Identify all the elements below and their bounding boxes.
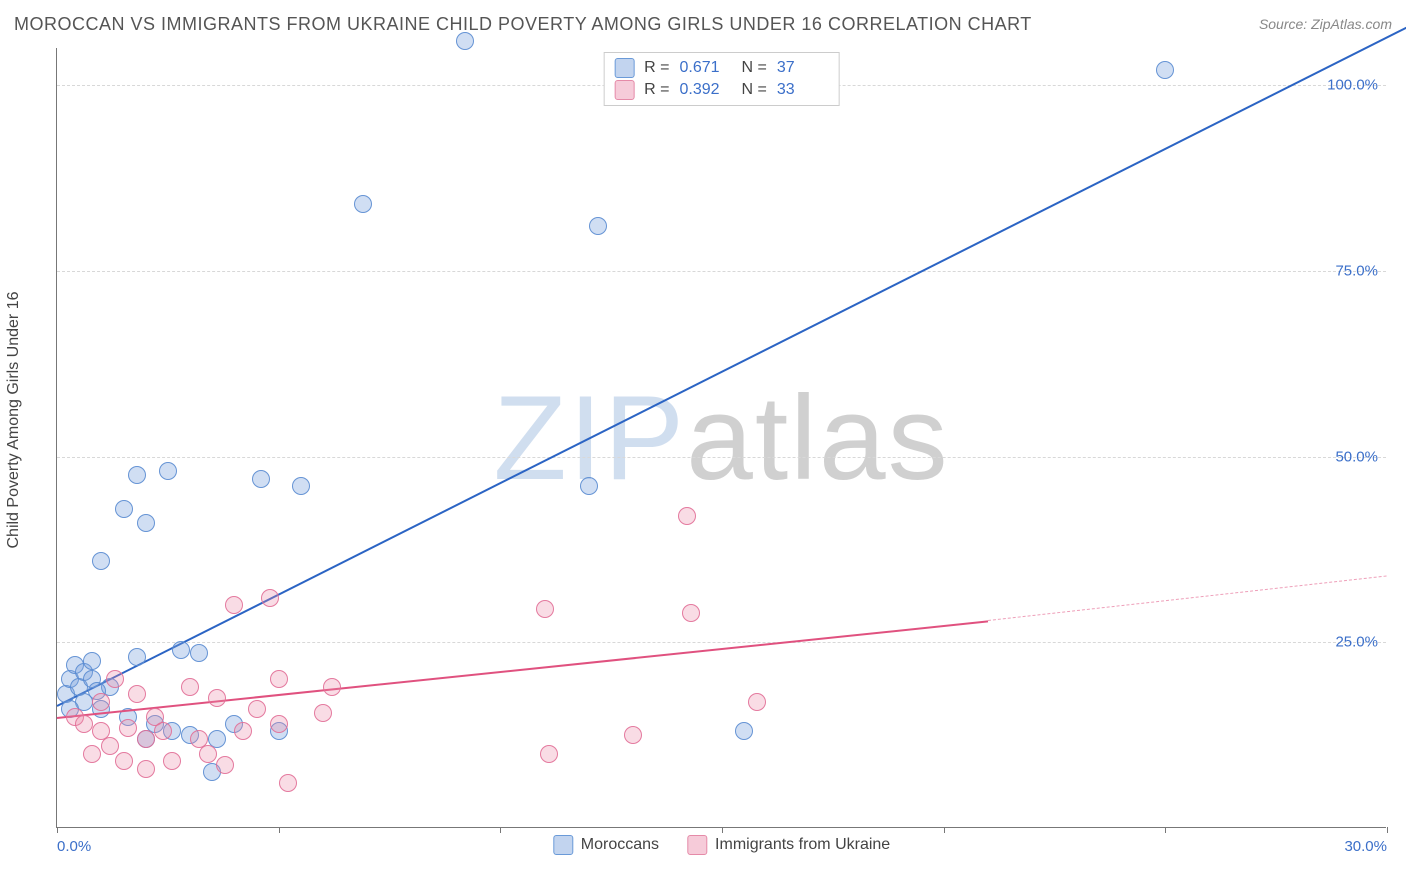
- data-point: [252, 470, 270, 488]
- x-tick-mark: [1165, 827, 1166, 833]
- legend-swatch: [687, 835, 707, 855]
- data-point: [536, 600, 554, 618]
- legend-swatch: [614, 80, 634, 100]
- y-tick-label: 25.0%: [1335, 634, 1378, 651]
- data-point: [92, 552, 110, 570]
- data-point: [678, 507, 696, 525]
- x-tick-mark: [500, 827, 501, 833]
- legend-swatch: [553, 835, 573, 855]
- legend-n-value: 37: [777, 59, 829, 77]
- gridline: [57, 271, 1386, 272]
- data-point: [115, 752, 133, 770]
- source-prefix: Source:: [1259, 16, 1311, 32]
- source-attribution: Source: ZipAtlas.com: [1259, 16, 1392, 32]
- data-point: [456, 32, 474, 50]
- data-point: [589, 217, 607, 235]
- x-tick-mark: [1387, 827, 1388, 833]
- x-tick-label: 0.0%: [57, 838, 91, 855]
- legend-series-label: Moroccans: [581, 836, 659, 854]
- watermark: ZIPatlas: [493, 369, 949, 507]
- data-point: [292, 477, 310, 495]
- legend-stats: R = 0.671 N = 37 R = 0.392 N = 33: [603, 52, 840, 106]
- legend-series-item: Immigrants from Ukraine: [687, 835, 890, 855]
- trend-line: [988, 575, 1387, 621]
- data-point: [119, 719, 137, 737]
- data-point: [234, 722, 252, 740]
- data-point: [75, 715, 93, 733]
- y-axis-title: Child Poverty Among Girls Under 16: [5, 292, 23, 549]
- data-point: [261, 589, 279, 607]
- x-tick-mark: [722, 827, 723, 833]
- data-point: [83, 745, 101, 763]
- data-point: [216, 756, 234, 774]
- legend-r-label: R =: [644, 59, 669, 77]
- legend-series-label: Immigrants from Ukraine: [715, 836, 890, 854]
- legend-n-label: N =: [742, 81, 767, 99]
- data-point: [128, 648, 146, 666]
- y-tick-label: 100.0%: [1327, 77, 1378, 94]
- data-point: [248, 700, 266, 718]
- data-point: [682, 604, 700, 622]
- data-point: [270, 715, 288, 733]
- data-point: [83, 652, 101, 670]
- data-point: [354, 195, 372, 213]
- legend-n-label: N =: [742, 59, 767, 77]
- data-point: [540, 745, 558, 763]
- data-point: [208, 689, 226, 707]
- data-point: [128, 466, 146, 484]
- source-name: ZipAtlas.com: [1311, 16, 1392, 32]
- data-point: [163, 752, 181, 770]
- y-tick-label: 75.0%: [1335, 262, 1378, 279]
- data-point: [128, 685, 146, 703]
- data-point: [323, 678, 341, 696]
- data-point: [181, 678, 199, 696]
- x-tick-mark: [57, 827, 58, 833]
- data-point: [735, 722, 753, 740]
- x-tick-mark: [279, 827, 280, 833]
- legend-stat-row: R = 0.392 N = 33: [614, 79, 829, 101]
- gridline: [57, 642, 1386, 643]
- data-point: [172, 641, 190, 659]
- chart-title: MOROCCAN VS IMMIGRANTS FROM UKRAINE CHIL…: [14, 14, 1032, 35]
- data-point: [748, 693, 766, 711]
- y-tick-label: 50.0%: [1335, 448, 1378, 465]
- legend-r-value: 0.671: [680, 59, 732, 77]
- data-point: [624, 726, 642, 744]
- x-tick-mark: [944, 827, 945, 833]
- gridline: [57, 457, 1386, 458]
- data-point: [137, 730, 155, 748]
- data-point: [225, 596, 243, 614]
- data-point: [92, 693, 110, 711]
- data-point: [279, 774, 297, 792]
- legend-series-item: Moroccans: [553, 835, 659, 855]
- scatter-plot: ZIPatlas R =0.671N =37R =0.392N =33 Moro…: [56, 48, 1386, 828]
- data-point: [101, 737, 119, 755]
- data-point: [270, 670, 288, 688]
- data-point: [580, 477, 598, 495]
- x-tick-label: 30.0%: [1344, 838, 1387, 855]
- data-point: [159, 462, 177, 480]
- data-point: [314, 704, 332, 722]
- legend-r-value: 0.392: [680, 81, 732, 99]
- data-point: [137, 760, 155, 778]
- legend-n-value: 33: [777, 81, 829, 99]
- data-point: [106, 670, 124, 688]
- data-point: [115, 500, 133, 518]
- data-point: [1156, 61, 1174, 79]
- legend-swatch: [614, 58, 634, 78]
- watermark-atlas: atlas: [686, 371, 949, 505]
- legend-series: Moroccans Immigrants from Ukraine: [553, 835, 890, 855]
- data-point: [190, 644, 208, 662]
- data-point: [154, 722, 172, 740]
- legend-stat-row: R = 0.671 N = 37: [614, 57, 829, 79]
- trend-line: [57, 26, 1406, 707]
- data-point: [137, 514, 155, 532]
- data-point: [199, 745, 217, 763]
- legend-r-label: R =: [644, 81, 669, 99]
